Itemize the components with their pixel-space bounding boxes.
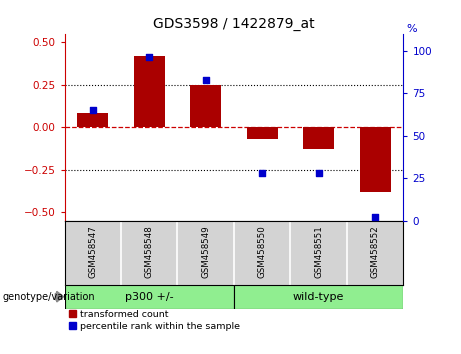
Bar xyxy=(134,56,165,127)
Bar xyxy=(234,285,403,309)
Text: GSM458550: GSM458550 xyxy=(258,226,267,279)
Bar xyxy=(77,114,108,127)
Point xyxy=(315,170,322,176)
Text: GSM458552: GSM458552 xyxy=(371,226,380,279)
Bar xyxy=(360,127,390,192)
Point xyxy=(372,214,379,220)
Legend: transformed count, percentile rank within the sample: transformed count, percentile rank withi… xyxy=(69,310,240,331)
Bar xyxy=(190,85,221,127)
Text: GSM458547: GSM458547 xyxy=(88,226,97,279)
Text: wild-type: wild-type xyxy=(293,292,344,302)
Text: GSM458551: GSM458551 xyxy=(314,226,323,279)
Bar xyxy=(65,285,234,309)
Point xyxy=(259,170,266,176)
Text: genotype/variation: genotype/variation xyxy=(2,292,95,302)
Bar xyxy=(247,127,278,139)
Text: %: % xyxy=(407,24,417,34)
Point xyxy=(146,55,153,60)
Text: GSM458549: GSM458549 xyxy=(201,226,210,278)
Bar xyxy=(303,127,334,149)
Title: GDS3598 / 1422879_at: GDS3598 / 1422879_at xyxy=(153,17,315,31)
Text: GSM458548: GSM458548 xyxy=(145,226,154,279)
Text: p300 +/-: p300 +/- xyxy=(125,292,173,302)
Point xyxy=(89,107,96,113)
Point xyxy=(202,77,209,82)
